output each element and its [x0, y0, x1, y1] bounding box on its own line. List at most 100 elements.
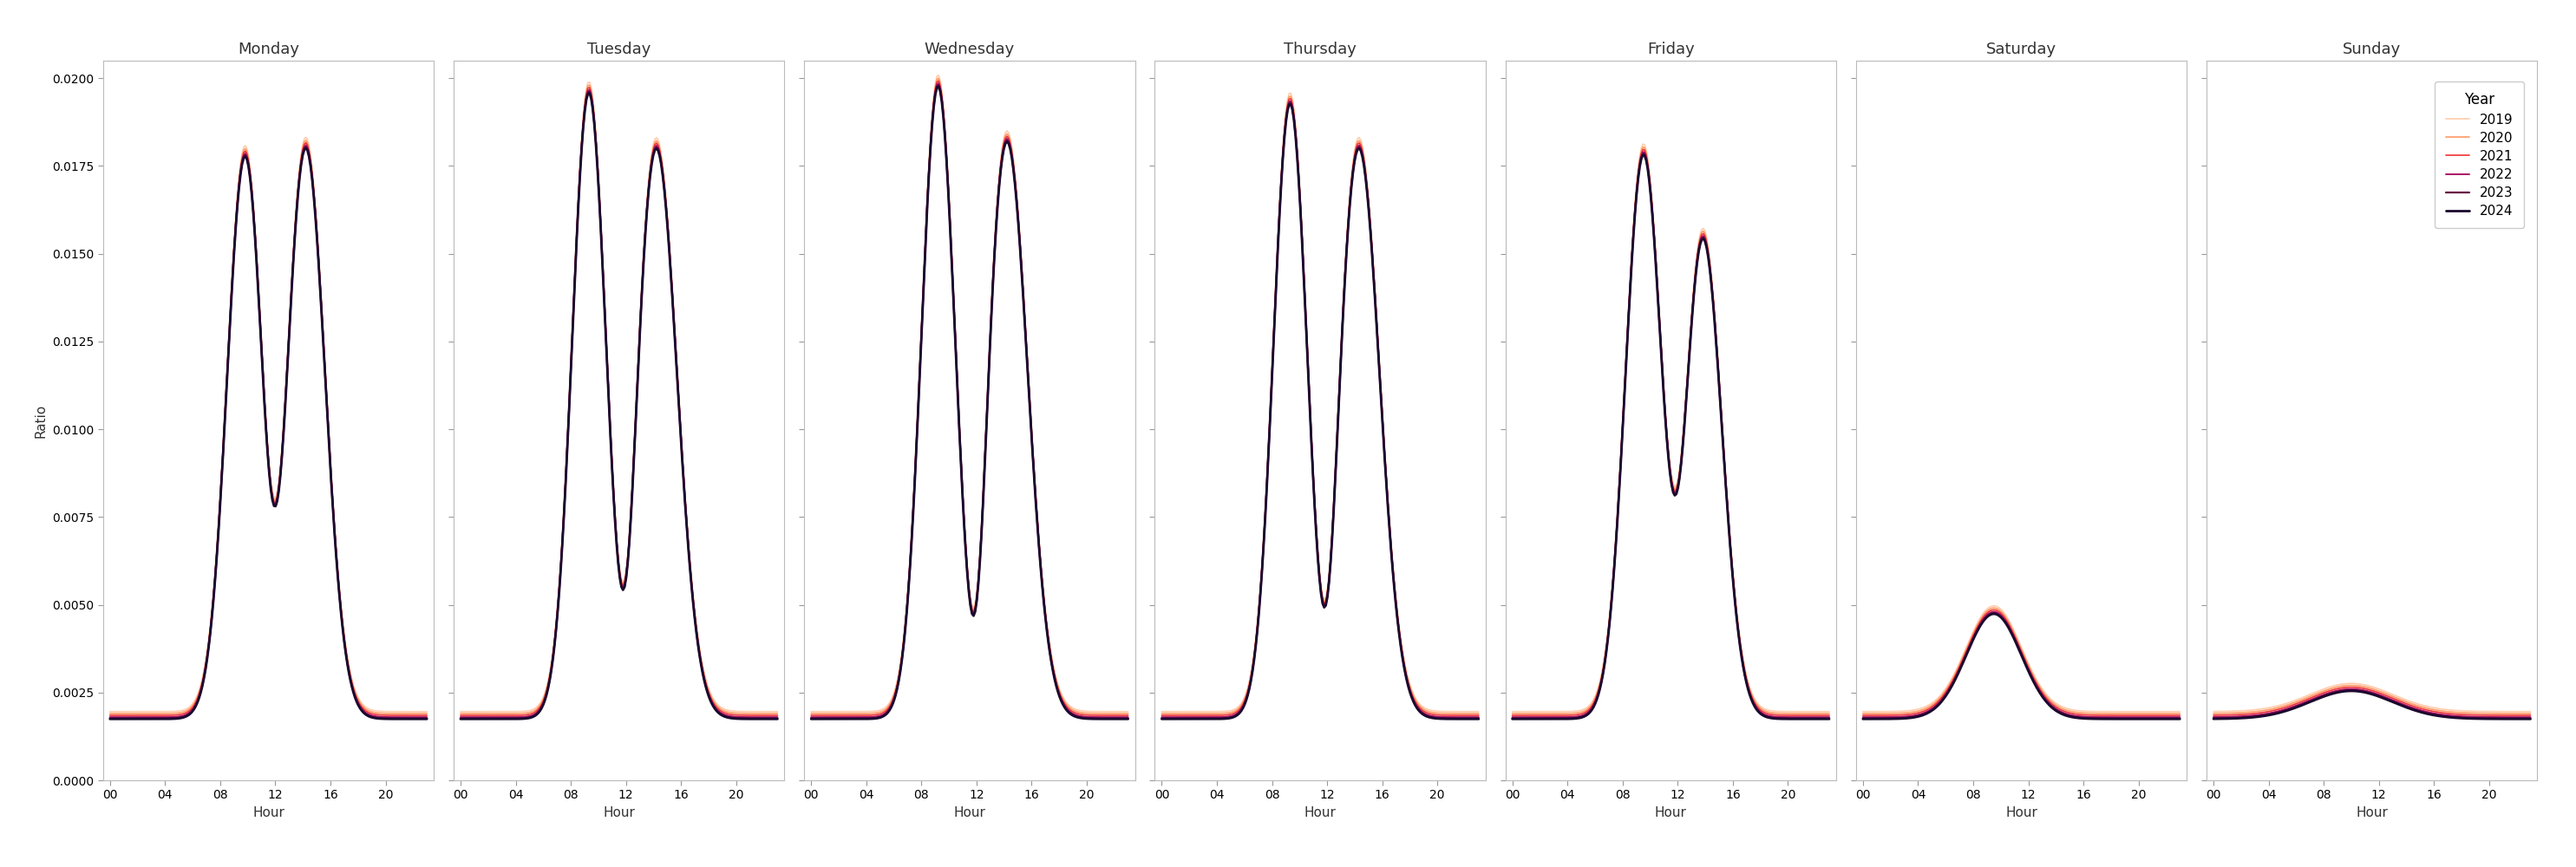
2023	[531, 694, 562, 705]
2023	[747, 713, 778, 723]
2024	[1437, 714, 1468, 724]
2023	[291, 141, 322, 152]
2021	[1463, 710, 1494, 720]
Line: 2023: 2023	[111, 147, 428, 718]
2021	[762, 710, 793, 720]
2022	[809, 712, 840, 722]
2022	[397, 712, 428, 722]
2021	[814, 710, 845, 720]
2020	[1463, 708, 1494, 719]
2021	[1868, 710, 1899, 720]
2021	[291, 138, 322, 148]
2019	[2210, 706, 2241, 716]
Line: 2019: 2019	[461, 82, 778, 712]
Line: 2019: 2019	[1862, 606, 2179, 712]
2022	[155, 712, 185, 722]
2021	[809, 710, 840, 720]
2023	[1510, 713, 1540, 723]
2020	[1515, 708, 1546, 719]
2023	[412, 713, 443, 723]
Line: 2023: 2023	[2213, 690, 2530, 718]
2019	[386, 707, 417, 717]
2022	[1868, 712, 1899, 722]
2024	[1087, 714, 1118, 724]
2021	[2218, 709, 2249, 720]
2023	[574, 87, 605, 97]
2020	[1556, 708, 1587, 719]
2022	[737, 712, 768, 722]
2022	[291, 140, 322, 150]
2024	[1275, 99, 1306, 109]
2024	[1860, 714, 1891, 724]
2019	[1788, 707, 1819, 717]
2024	[1463, 714, 1494, 724]
2022	[412, 712, 443, 722]
2022	[1906, 708, 1937, 719]
Line: 2024: 2024	[811, 87, 1128, 719]
2021	[1113, 710, 1144, 720]
2023	[1097, 713, 1128, 723]
2021	[2514, 710, 2545, 720]
2022	[1164, 712, 1195, 722]
2021	[1146, 710, 1177, 720]
Line: 2020: 2020	[1512, 147, 1829, 714]
2023	[1515, 713, 1546, 723]
Line: 2023: 2023	[1162, 103, 1479, 718]
Line: 2024: 2024	[2213, 691, 2530, 719]
2024	[1146, 714, 1177, 724]
2022	[1847, 712, 1878, 722]
2024	[1814, 714, 1844, 724]
2020	[737, 708, 768, 719]
2019	[922, 70, 953, 81]
2020	[747, 708, 778, 719]
2021	[747, 710, 778, 720]
2023	[2210, 713, 2241, 723]
2020	[113, 708, 144, 719]
2021	[1860, 710, 1891, 720]
2024	[2164, 714, 2195, 724]
2024	[2197, 714, 2228, 724]
2024	[762, 714, 793, 724]
2019	[574, 77, 605, 88]
2022	[922, 78, 953, 88]
2019	[747, 707, 778, 717]
2020	[1113, 708, 1144, 719]
2021	[1275, 94, 1306, 104]
2021	[386, 710, 417, 720]
2021	[531, 691, 562, 701]
2019	[1146, 707, 1177, 717]
2020	[1906, 705, 1937, 715]
2024	[2218, 714, 2249, 724]
2020	[2218, 707, 2249, 718]
2024	[2210, 714, 2241, 724]
2019	[1448, 707, 1479, 717]
2022	[2151, 712, 2182, 722]
2024	[2257, 709, 2287, 720]
Line: 2024: 2024	[111, 148, 428, 719]
2019	[1515, 707, 1546, 717]
2021	[2151, 710, 2182, 720]
2020	[814, 708, 845, 719]
2019	[505, 707, 536, 717]
2019	[1164, 707, 1195, 717]
2021	[1628, 144, 1659, 154]
2020	[1788, 708, 1819, 719]
2022	[2501, 712, 2532, 722]
2021	[1206, 710, 1236, 720]
2024	[446, 714, 477, 724]
2020	[291, 135, 322, 146]
2023	[1275, 98, 1306, 108]
2024	[1801, 714, 1832, 724]
2019	[1628, 139, 1659, 149]
2024	[2488, 714, 2519, 724]
2020	[2197, 708, 2228, 719]
2024	[155, 714, 185, 724]
Line: 2024: 2024	[1512, 155, 1829, 719]
2023	[2514, 713, 2545, 723]
Line: 2023: 2023	[461, 92, 778, 718]
2023	[881, 689, 912, 700]
Line: 2021: 2021	[1512, 149, 1829, 715]
2020	[1582, 689, 1613, 700]
2019	[855, 707, 886, 717]
2022	[1497, 712, 1528, 722]
